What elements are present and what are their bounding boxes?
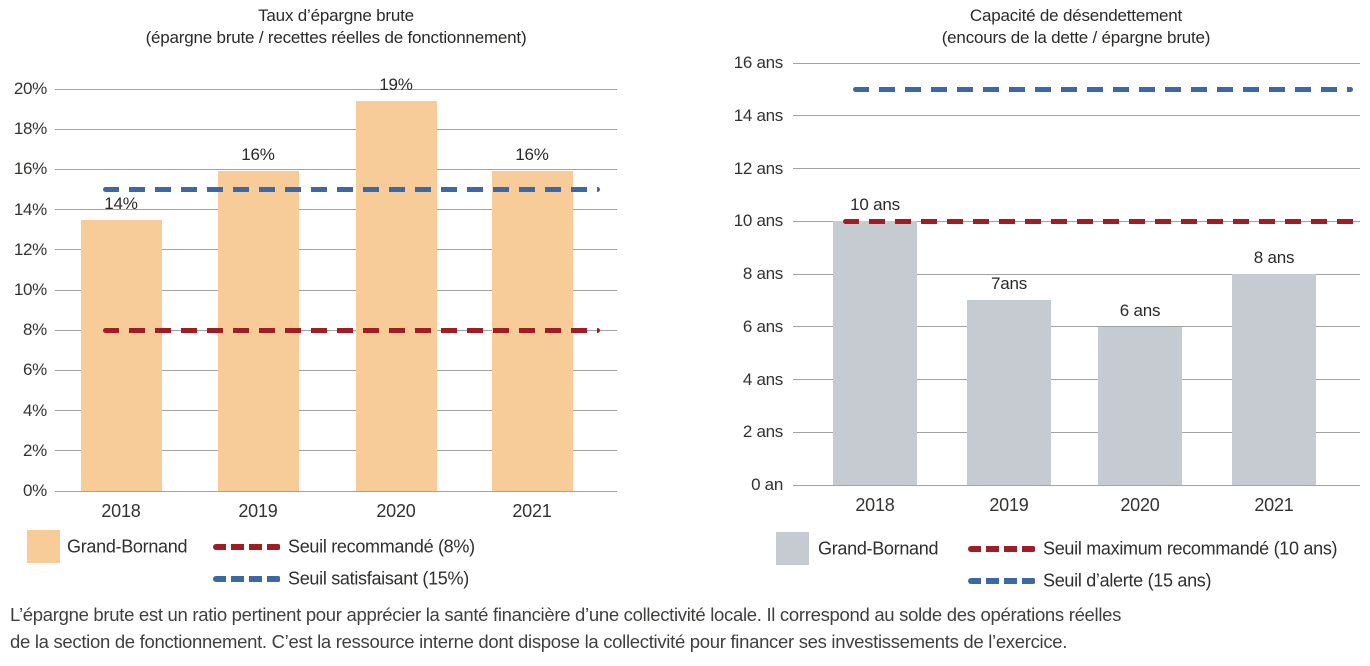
bar-value-label: 10 ans <box>850 195 900 215</box>
y-axis-tick-label: 2% <box>23 440 47 460</box>
legend-threshold-label: Seuil recommandé (8%) <box>288 536 475 557</box>
x-axis-tick-label: 2020 <box>376 501 416 521</box>
y-axis-tick-label: 16 ans <box>733 53 784 72</box>
x-axis-tick-label: 2020 <box>1120 495 1160 515</box>
gridline <box>793 326 1360 328</box>
y-axis-tick-label: 10% <box>13 280 47 299</box>
gridline <box>793 431 1360 433</box>
gridline <box>793 484 1360 486</box>
y-axis-tick-label: 14 ans <box>733 105 784 125</box>
y-axis-tick-label: 12 ans <box>733 158 784 178</box>
y-axis-tick-label: 16% <box>13 159 47 179</box>
x-axis-tick-label: 2019 <box>989 495 1029 515</box>
x-axis-tick-label: 2019 <box>238 501 278 521</box>
bar-2021 <box>1232 274 1316 485</box>
chart-subtitle: (encours de la dette / épargne brute) <box>941 28 1211 47</box>
threshold-line <box>103 187 600 192</box>
bar-2020 <box>355 101 437 491</box>
legend-threshold-label: Seuil d’alerte (15 ans) <box>1043 570 1212 591</box>
bar-2018 <box>833 221 917 485</box>
gridline <box>55 249 617 251</box>
y-axis-tick-label: 18% <box>13 119 47 139</box>
gridline <box>793 62 1360 64</box>
gridline <box>55 369 617 371</box>
gridline <box>793 168 1360 169</box>
legend-threshold-marker <box>968 546 1036 552</box>
legend-series-label: Grand-Bornand <box>818 538 939 559</box>
bar-2019 <box>967 300 1051 485</box>
y-axis-tick-label: 8% <box>23 320 47 340</box>
threshold-line <box>853 86 1353 92</box>
bar-value-label: 6 ans <box>1119 300 1161 320</box>
y-axis-tick-label: 10 ans <box>733 211 784 231</box>
gridline <box>55 490 617 492</box>
y-axis-tick-label: 20% <box>13 79 47 98</box>
footer-line-2: de la section de fonctionnement. C’est l… <box>10 631 1068 652</box>
threshold-line <box>843 218 1358 224</box>
y-axis-tick-label: 6% <box>23 360 47 380</box>
bar-2018 <box>80 219 162 491</box>
threshold-line <box>103 327 600 333</box>
x-axis-tick-label: 2018 <box>101 501 141 521</box>
x-axis-tick-label: 2021 <box>1254 495 1294 515</box>
bar-value-label: 16% <box>241 145 275 165</box>
plot-area: 14% 16% 19% 16% <box>55 75 617 492</box>
bar-2020 <box>1098 326 1182 485</box>
y-axis-tick-label: 0% <box>23 481 47 500</box>
y-axis-tick-label: 8 ans <box>742 264 783 283</box>
gridline <box>55 289 617 291</box>
y-axis-tick-label: 4 ans <box>742 369 783 389</box>
legend-series-label: Grand-Bornand <box>67 536 188 557</box>
gridline <box>55 168 617 170</box>
bar-value-label: 14% <box>104 193 138 213</box>
bar-value-label: 19% <box>379 75 413 95</box>
legend-threshold-marker <box>968 578 1036 584</box>
bar-value-label: 8 ans <box>1253 248 1295 267</box>
gridline <box>55 128 617 130</box>
gridline <box>793 379 1360 380</box>
footer-note: L’épargne brute est un ratio pertinent p… <box>10 601 1121 655</box>
bar-value-label: 7ans <box>990 274 1028 294</box>
gridline <box>55 450 617 452</box>
y-axis-tick-label: 0 an <box>751 475 783 494</box>
chart-subtitle: (épargne brute / recettes réelles de fon… <box>145 28 527 47</box>
legend-threshold-marker <box>213 576 281 582</box>
legend-series-swatch <box>776 532 809 565</box>
chart-title: Capacité de désendettement <box>969 6 1183 25</box>
legend-threshold-label: Seuil maximum recommandé (10 ans) <box>1043 538 1338 559</box>
gridline <box>55 410 617 412</box>
bar-value-label: 16% <box>515 145 549 165</box>
legend-series-swatch <box>27 530 60 563</box>
chart-title: Taux d’épargne brute <box>258 6 414 25</box>
x-axis-tick-label: 2021 <box>512 501 552 521</box>
footer-line-1: L’épargne brute est un ratio pertinent p… <box>10 604 1122 625</box>
chart-taux-epargne-brute: Taux d’épargne brute (épargne brute / re… <box>0 0 685 600</box>
gridline <box>793 273 1360 275</box>
x-axis-tick-label: 2018 <box>855 495 895 515</box>
gridline <box>793 115 1360 117</box>
y-axis-tick-label: 2 ans <box>742 422 783 442</box>
y-axis-tick-label: 12% <box>13 239 47 259</box>
legend-threshold-label: Seuil satisfaisant (15%) <box>288 568 469 589</box>
legend-threshold-marker <box>213 544 281 550</box>
gridline <box>55 88 617 90</box>
plot-area: 10 ans 7ans 6 ans 8 ans <box>793 62 1360 486</box>
y-axis-tick-label: 14% <box>13 199 47 219</box>
chart-capacite-desendettement: Capacité de désendettement (encours de l… <box>685 0 1370 600</box>
y-axis-tick-label: 4% <box>23 400 47 420</box>
y-axis-tick-label: 6 ans <box>742 316 783 336</box>
gridline <box>55 209 617 211</box>
